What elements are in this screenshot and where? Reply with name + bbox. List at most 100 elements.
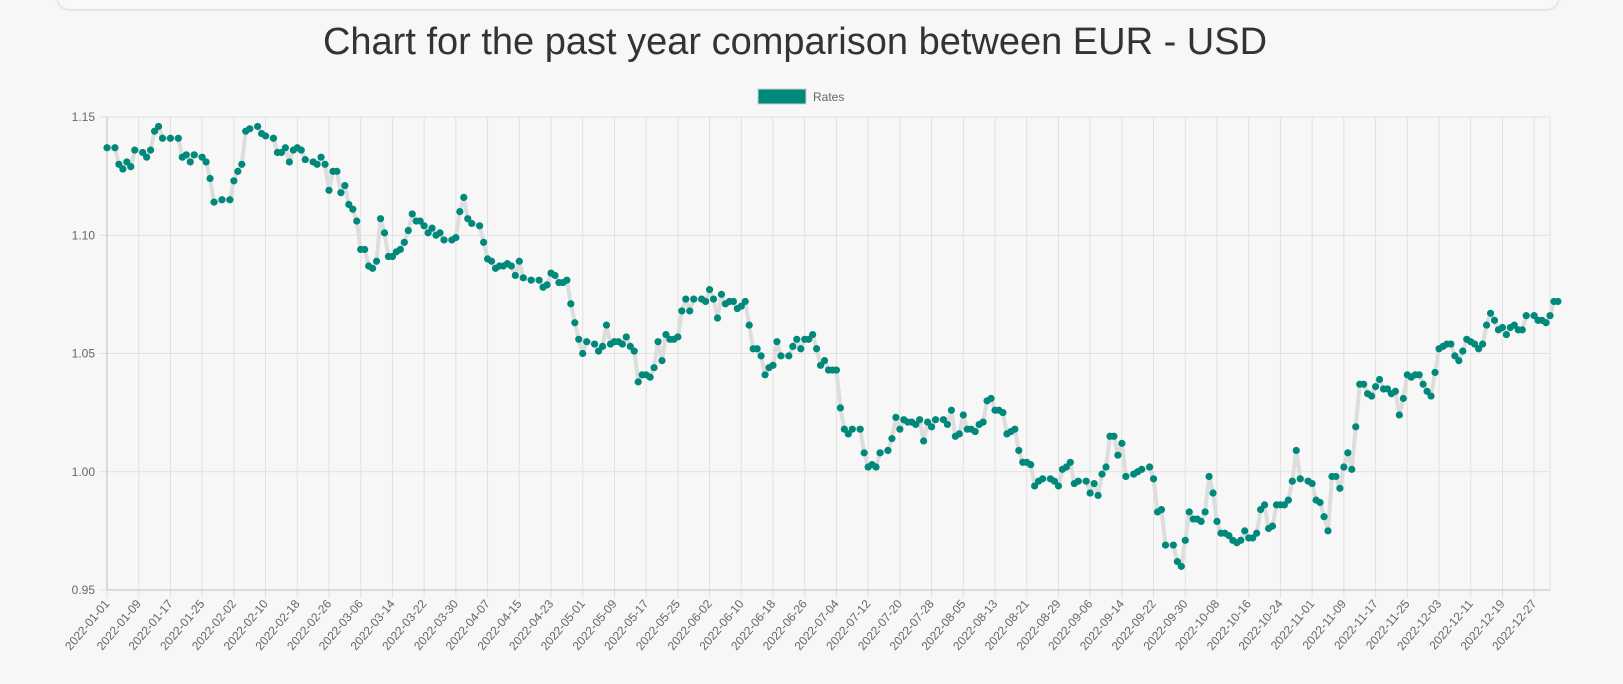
data-point [527,276,535,284]
data-point [1185,508,1193,516]
data-point [1260,501,1269,509]
data-point [158,134,167,142]
data-point [111,144,119,152]
data-point [246,125,254,133]
data-point [476,222,484,230]
data-point [1090,479,1098,488]
data-point [464,215,472,223]
data-point [182,151,190,159]
data-point [678,307,686,315]
data-point [1502,330,1510,339]
data-point [1015,446,1023,455]
data-point [317,153,325,161]
data-point [424,229,432,237]
data-point [856,425,864,433]
data-point [662,330,670,339]
data-point [396,245,404,254]
data-point [1209,489,1217,497]
data-point [404,226,412,235]
data-point [456,208,464,216]
data-point [1371,383,1380,391]
data-point [1082,477,1090,485]
data-point [813,345,821,353]
data-point [1110,432,1118,440]
data-point [416,217,424,225]
data-point [202,158,210,166]
data-point [939,416,948,424]
legend-label: Rates [813,90,844,104]
data-point [705,286,714,294]
data-point [848,425,856,433]
data-point [1249,534,1257,542]
data-point [261,132,270,140]
data-point [230,177,238,185]
data-point [1066,458,1074,466]
data-point [1027,461,1035,469]
data-point [238,160,246,168]
data-point [119,165,127,173]
data-point [1284,496,1292,504]
data-point [285,158,293,166]
data-point [345,200,353,209]
data-point [1447,340,1455,348]
data-point [626,342,634,350]
data-point [1391,387,1399,395]
data-point [190,151,198,159]
data-point [757,352,765,360]
data-point [1146,463,1154,471]
data-point [372,257,381,265]
data-point [1237,536,1245,544]
data-point [1292,446,1300,455]
data-point [729,297,737,306]
data-point [1197,517,1205,526]
data-point [916,416,924,424]
data-point [210,198,218,206]
data-point [150,127,159,135]
data-point [369,264,377,272]
data-point [428,224,436,232]
data-point [777,352,785,360]
data-point [1122,472,1130,481]
data-point [1471,340,1479,348]
data-point [376,215,385,223]
data-point [1368,392,1376,400]
data-point [234,167,242,175]
data-point [1415,371,1423,379]
data-point [1257,505,1265,514]
data-point [1296,475,1304,483]
data-point [745,321,753,329]
data-point [912,420,920,429]
data-point [999,409,1007,417]
data-point [654,338,662,346]
data-point [1098,470,1106,478]
data-point [571,319,579,327]
data-point [1102,463,1110,471]
data-point [1427,392,1435,400]
data-point [1486,309,1495,317]
data-point [1288,477,1296,485]
data-point [872,463,880,471]
data-point [1510,321,1518,329]
data-point [436,229,444,237]
data-point [959,411,967,419]
data-point [1177,562,1185,570]
data-point [1479,340,1487,348]
data-point [353,217,361,225]
data-point [634,378,642,386]
data-point [380,229,389,237]
data-point [1225,532,1233,540]
data-point [1431,368,1439,377]
data-point [1280,501,1288,509]
data-point [400,238,408,246]
data-point [809,330,817,339]
data-point [717,290,726,298]
data-point [840,425,848,433]
data-point [1241,527,1249,535]
data-point [341,181,349,190]
data-point [139,148,147,157]
data-point [515,257,523,265]
data-point [896,425,904,433]
y-tick-label: 1.10 [72,228,96,242]
data-point [519,274,527,282]
